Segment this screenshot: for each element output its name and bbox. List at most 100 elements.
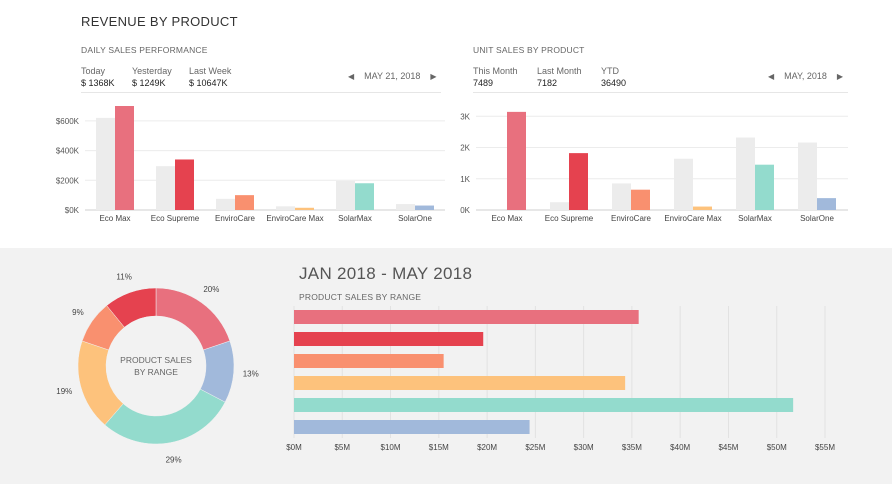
daily-bar-comparison	[156, 166, 175, 210]
daily-date-nav: ◀ MAY 21, 2018 ▶	[348, 71, 437, 81]
daily-bar-comparison	[216, 198, 235, 210]
units-bar-comparison	[736, 137, 755, 210]
units-bar	[693, 206, 712, 210]
range-bar	[294, 398, 794, 412]
pie-value-label: 29%	[166, 455, 182, 464]
daily-ytick-label: $0K	[65, 206, 80, 215]
pie-value-label: 19%	[56, 387, 72, 396]
range-xtick-label: $0M	[286, 443, 302, 452]
units-xtick-label: EnviroCare	[611, 214, 652, 223]
pie-slice	[104, 388, 226, 445]
units-bar	[569, 153, 588, 210]
chevron-left-icon[interactable]: ◀	[768, 71, 775, 81]
daily-ytick-label: $600K	[56, 117, 80, 126]
daily-ytick-label: $200K	[56, 176, 80, 185]
daily-bar-comparison	[396, 204, 415, 210]
daily-bar	[115, 106, 134, 210]
range-xtick-label: $10M	[381, 443, 401, 452]
range-subtitle: PRODUCT SALES BY RANGE	[299, 292, 422, 302]
pie-slice	[155, 287, 231, 351]
range-bar	[294, 420, 530, 434]
pie-value-label: 20%	[203, 285, 219, 294]
pie-center-label: PRODUCT SALES	[120, 355, 192, 365]
kpi-label: Last Month	[537, 66, 582, 76]
range-title: JAN 2018 - MAY 2018	[299, 264, 473, 283]
daily-date-label: MAY 21, 2018	[364, 71, 421, 81]
range-xtick-label: $35M	[622, 443, 642, 452]
kpi-last-week: Last Week $ 10647K	[189, 65, 231, 89]
unit-sales-title: UNIT SALES BY PRODUCT	[473, 45, 585, 55]
range-xtick-label: $30M	[574, 443, 594, 452]
kpi-label: YTD	[601, 66, 619, 76]
daily-xtick-label: Eco Max	[99, 214, 130, 223]
range-bar	[294, 354, 444, 368]
daily-sales-title: DAILY SALES PERFORMANCE	[81, 45, 208, 55]
units-xtick-label: Eco Max	[491, 214, 522, 223]
kpi-value: 36490	[601, 78, 627, 88]
divider	[473, 92, 848, 93]
range-xtick-label: $45M	[718, 443, 738, 452]
kpi-label: This Month	[473, 66, 518, 76]
units-ytick-label: 3K	[460, 112, 470, 121]
range-bar	[294, 332, 484, 346]
kpi-today: Today $ 1368K	[81, 65, 115, 89]
range-bar	[294, 376, 626, 390]
range-xtick-label: $5M	[334, 443, 350, 452]
kpi-this-month: This Month 7489	[473, 65, 518, 89]
daily-xtick-label: SolarOne	[398, 214, 432, 223]
pie-value-label: 9%	[72, 308, 84, 317]
units-ytick-label: 2K	[460, 144, 470, 153]
units-bar	[631, 189, 650, 210]
kpi-value: $ 1249K	[132, 78, 166, 88]
kpi-label: Today	[81, 66, 106, 76]
daily-xtick-label: SolarMax	[338, 214, 372, 223]
pie-value-label: 13%	[243, 369, 259, 378]
range-xtick-label: $55M	[815, 443, 835, 452]
kpi-last-month: Last Month 7182	[537, 65, 582, 89]
kpi-label: Last Week	[189, 66, 232, 76]
chevron-right-icon[interactable]: ▶	[836, 71, 844, 81]
units-bar-comparison	[798, 142, 817, 210]
kpi-ytd: YTD 36490	[601, 65, 626, 89]
daily-xtick-label: EnviroCare Max	[266, 214, 323, 223]
daily-bar-comparison	[96, 117, 115, 210]
bottom-panel	[0, 248, 892, 484]
range-xtick-label: $40M	[670, 443, 690, 452]
pie-value-label: 11%	[116, 273, 131, 282]
units-bar-comparison	[612, 183, 631, 210]
units-date-label: MAY, 2018	[784, 71, 827, 81]
units-xtick-label: Eco Supreme	[545, 214, 594, 223]
kpi-label: Yesterday	[132, 66, 172, 76]
range-xtick-label: $50M	[767, 443, 787, 452]
range-xtick-label: $20M	[477, 443, 497, 452]
dashboard-title: REVENUE BY PRODUCT	[81, 14, 238, 29]
units-xtick-label: SolarOne	[800, 214, 834, 223]
daily-bar	[355, 183, 374, 210]
daily-bar-comparison	[336, 181, 355, 210]
divider	[81, 92, 441, 93]
kpi-value: $ 1368K	[81, 78, 115, 88]
units-ytick-label: 1K	[460, 175, 470, 184]
range-bar	[294, 310, 639, 324]
daily-bar	[415, 205, 434, 210]
daily-bar	[175, 159, 194, 210]
units-xtick-label: SolarMax	[738, 214, 772, 223]
range-xtick-label: $25M	[525, 443, 545, 452]
daily-bar-comparison	[276, 206, 295, 210]
pie-slice	[106, 287, 157, 328]
kpi-value: 7182	[537, 78, 558, 88]
units-bar-comparison	[550, 202, 569, 210]
kpi-value: 7489	[473, 78, 494, 88]
chevron-left-icon[interactable]: ◀	[348, 71, 355, 81]
kpi-value: $ 10647K	[189, 78, 228, 88]
units-date-nav: ◀ MAY, 2018 ▶	[768, 71, 843, 81]
range-xtick-label: $15M	[429, 443, 449, 452]
units-bar	[755, 164, 774, 210]
units-bar-comparison	[674, 158, 693, 210]
chevron-right-icon[interactable]: ▶	[430, 71, 437, 81]
units-bar	[507, 111, 526, 210]
units-bar	[817, 198, 836, 210]
kpi-yesterday: Yesterday $ 1249K	[132, 65, 172, 89]
pie-center-label: BY RANGE	[134, 367, 178, 377]
